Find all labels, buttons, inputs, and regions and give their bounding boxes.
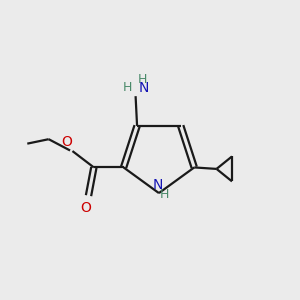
Text: H: H (137, 73, 147, 86)
Text: O: O (62, 135, 73, 149)
Text: N: N (152, 178, 163, 192)
Text: N: N (139, 81, 149, 95)
Text: H: H (160, 188, 169, 201)
Text: H: H (123, 81, 132, 94)
Text: O: O (81, 201, 92, 215)
